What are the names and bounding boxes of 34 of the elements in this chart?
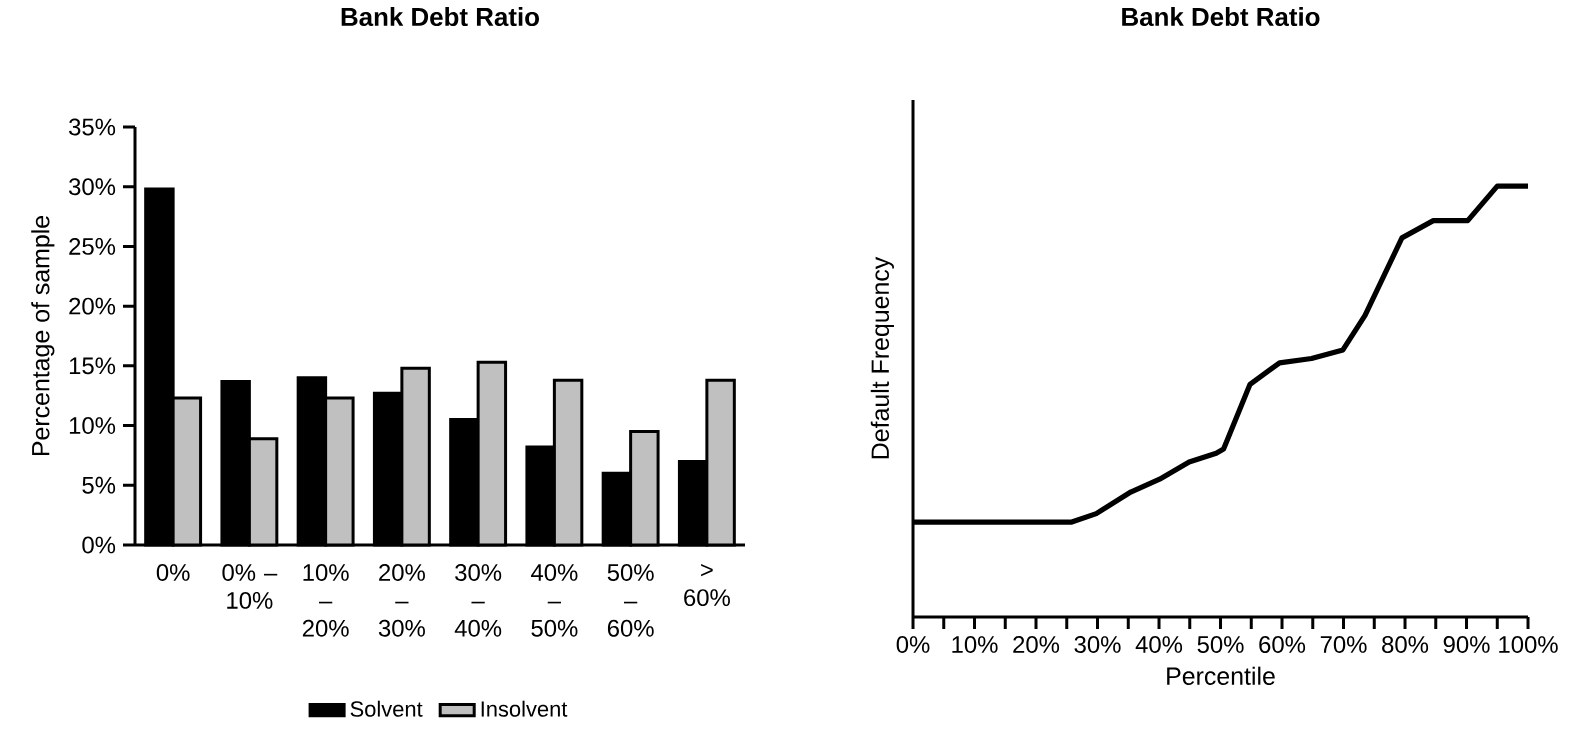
- x-tick-label: 0%: [896, 636, 930, 653]
- x-tick-label: 80%: [1382, 636, 1429, 653]
- x-tick-label: 50% – 60%: [607, 564, 654, 637]
- x-tick-label: 10% – 20%: [302, 564, 349, 637]
- y-tick-label: 20%: [69, 297, 116, 315]
- x-tick-label: 60%: [1259, 636, 1306, 653]
- x-tick-label: 100%: [1499, 636, 1558, 653]
- y-tick-label: 25%: [69, 237, 116, 255]
- legend-label: Solvent: [350, 700, 423, 717]
- chart-title: Bank Debt Ratio: [1122, 7, 1320, 27]
- x-tick-label: 0% – 10%: [222, 564, 278, 609]
- y-axis-title: Default Frequency: [870, 256, 894, 459]
- x-tick-label: 40%: [1135, 636, 1183, 653]
- y-tick-label: 10%: [69, 417, 116, 435]
- x-tick-label: 70%: [1320, 636, 1367, 653]
- x-tick-label: 40% – 50%: [531, 564, 578, 637]
- x-tick-label: 20%: [1013, 636, 1060, 653]
- x-axis-title: Percentile: [1167, 666, 1275, 685]
- y-tick-label: 5%: [82, 476, 116, 494]
- x-tick-label: 20% – 30%: [378, 564, 425, 637]
- x-tick-label: 10%: [952, 636, 998, 653]
- x-tick-label: 50%: [1197, 636, 1244, 653]
- y-axis-title: Percentage of sample: [31, 216, 55, 456]
- y-tick-label: 15%: [69, 357, 116, 375]
- x-tick-label: 30% – 40%: [454, 564, 502, 637]
- x-tick-label: 90%: [1443, 636, 1490, 653]
- y-tick-label: 35%: [69, 118, 116, 136]
- x-tick-label: 30%: [1074, 636, 1121, 653]
- y-tick-label: 30%: [69, 178, 116, 196]
- x-tick-label: 0%: [156, 564, 190, 581]
- x-tick-label: > 60%: [684, 564, 730, 607]
- legend-label: Insolvent: [481, 700, 568, 717]
- chart-title: Bank Debt Ratio: [341, 7, 539, 27]
- y-tick-label: 0%: [82, 536, 116, 554]
